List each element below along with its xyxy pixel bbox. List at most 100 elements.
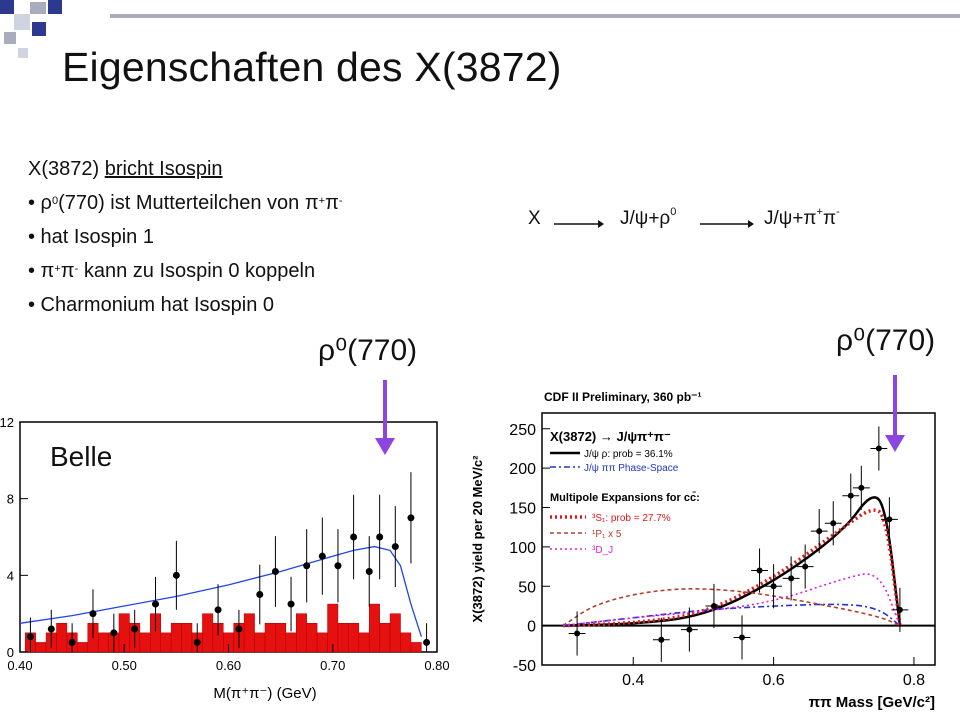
belle-hist-bar — [306, 623, 318, 653]
belle-x-tick-label: 0.40 — [7, 658, 32, 673]
cdf-y-tick-label: 200 — [509, 461, 536, 478]
belle-data-point — [303, 562, 311, 570]
bullet-list: X(3872) bricht Isospin • ρ0(770) ist Mut… — [28, 152, 343, 322]
belle-chart: 0 4 8 12 0.40 0.50 0.60 0.70 0.80 Belle M(π⁺π⁻) (G… — [0, 380, 450, 702]
cdf-y-axis-label: X(3872) yield per 20 MeV/c² — [470, 455, 485, 623]
cdf-y-tick-label: 150 — [509, 501, 536, 518]
cdf-series-curve — [562, 508, 902, 628]
cdf-series-curve — [562, 573, 901, 627]
belle-hist-bar — [160, 632, 172, 653]
belle-data-point — [26, 633, 34, 641]
belle-y-tick-label: 8 — [7, 492, 14, 507]
belle-hist-bar — [275, 623, 287, 653]
cdf-y-tick-label: -50 — [513, 658, 536, 675]
belle-hist-bar — [389, 613, 401, 653]
cdf-data-point — [847, 492, 854, 499]
cdf-series-curve — [563, 496, 902, 627]
belle-x-tick-label: 0.50 — [112, 658, 137, 673]
belle-data-point — [287, 600, 295, 608]
cdf-data-point — [574, 630, 581, 637]
belle-y-tick-label: 4 — [7, 568, 14, 583]
belle-x-axis-label: M(π⁺π⁻) (GeV) — [213, 685, 316, 702]
cdf-x-tick-label: 0.4 — [622, 672, 644, 689]
title-rule — [110, 14, 960, 18]
belle-data-point — [256, 591, 264, 598]
belle-hist-bar — [296, 613, 307, 653]
cdf-series-curve — [562, 588, 901, 627]
belle-title: Belle — [50, 441, 112, 472]
arrow-icon — [700, 220, 754, 228]
belle-hist-bar — [181, 623, 193, 653]
belle-hist-bar — [285, 632, 297, 653]
bullet-heading: X(3872) bricht Isospin — [28, 158, 223, 180]
cdf-title: CDF II Preliminary, 360 pb⁻¹ — [544, 390, 702, 404]
cdf-data-point — [686, 626, 693, 633]
belle-fit-curve — [19, 545, 423, 637]
belle-hist-bar — [337, 623, 349, 653]
cdf-data-point — [756, 567, 763, 574]
belle-hist-bar — [368, 603, 380, 653]
cdf-data-point — [770, 583, 777, 590]
cdf-data-point — [710, 602, 717, 609]
cdf-y-tick-label: 250 — [509, 422, 536, 439]
belle-hist-bar — [243, 613, 255, 653]
cdf-data-point — [886, 516, 893, 523]
belle-data-point — [214, 606, 222, 614]
cdf-data-point — [858, 484, 865, 491]
belle-hist-bar — [170, 623, 182, 653]
bullet-4: • Charmonium hat Isospin 0 — [28, 294, 275, 316]
belle-y-tick-label: 0 — [7, 645, 14, 660]
cdf-legend-label: J/ψ ρ: prob = 36.1% — [584, 449, 673, 460]
belle-x-tick-label: 0.80 — [424, 658, 449, 673]
cdf-data-point — [875, 445, 882, 452]
belle-hist-bar — [316, 632, 328, 653]
belle-data-point — [47, 625, 55, 633]
cdf-legend-label: ³D_J — [592, 545, 613, 556]
slide-title: Eigenschaften des X(3872) — [62, 44, 562, 90]
belle-y-tick-label: 12 — [0, 415, 14, 430]
cdf-legend-label: J/ψ ππ Phase-Space — [584, 463, 679, 474]
belle-hist-bar — [97, 632, 109, 653]
belle-hist-bar — [379, 623, 391, 653]
cdf-y-tick-label: 100 — [509, 540, 536, 557]
cdf-data-point — [739, 634, 746, 641]
belle-hist-bar — [358, 632, 370, 653]
belle-data-point — [334, 562, 342, 570]
belle-hist-bar — [139, 632, 151, 653]
belle-hist-bar — [410, 642, 422, 653]
corner-decoration — [0, 0, 110, 60]
cdf-y-tick-label: 50 — [518, 579, 536, 596]
belle-hist-bar — [202, 613, 214, 653]
belle-data-point — [423, 638, 431, 646]
belle-data-point — [391, 543, 399, 551]
belle-data-point — [110, 629, 118, 637]
belle-data-point — [193, 638, 201, 646]
cdf-x-axis-label: ππ Mass [GeV/c²] — [809, 694, 935, 711]
belle-data-point — [365, 568, 373, 575]
rho-label-left: ρ⁰(770) — [318, 334, 418, 367]
belle-data-point — [152, 600, 160, 608]
belle-data-point — [89, 610, 97, 618]
cdf-rho-arrow-head — [885, 435, 905, 452]
cdf-data-point — [830, 520, 837, 527]
belle-data-point — [172, 571, 180, 579]
belle-data-point — [271, 568, 279, 575]
belle-x-tick-label: 0.60 — [216, 658, 241, 673]
arrow-icon — [554, 220, 604, 228]
belle-data-point — [376, 533, 384, 541]
cdf-x-tick-label: 0.6 — [762, 672, 784, 689]
cdf-legend-label: ¹P₁ x 5 — [592, 529, 622, 540]
cdf-legend-label: ³S₁: prob = 27.7% — [592, 513, 671, 524]
bullet-3: • π+π- kann zu Isospin 0 koppeln — [28, 260, 316, 282]
cdf-legend-multipole: Multipole Expansions for cc̄: — [550, 492, 700, 504]
belle-data-point — [407, 514, 415, 522]
cdf-data-point — [896, 606, 903, 613]
belle-data-point — [350, 533, 358, 541]
belle-data-point — [318, 552, 326, 560]
bullet-2: • hat Isospin 1 — [28, 226, 154, 248]
belle-data-point — [68, 638, 76, 646]
belle-rho-arrow-head — [375, 438, 395, 455]
belle-hist-bar — [254, 632, 266, 653]
belle-hist-bar — [400, 632, 412, 653]
belle-hist-bar — [348, 623, 360, 653]
